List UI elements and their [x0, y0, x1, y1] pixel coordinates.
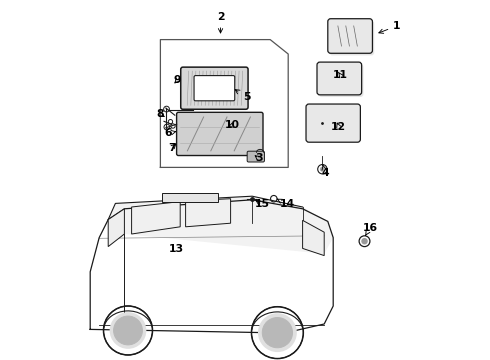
Polygon shape [186, 199, 231, 227]
Text: 12: 12 [331, 122, 346, 132]
Text: 14: 14 [277, 199, 295, 210]
Text: 15: 15 [255, 199, 270, 210]
Circle shape [114, 316, 143, 345]
FancyBboxPatch shape [330, 21, 374, 55]
FancyBboxPatch shape [319, 64, 364, 97]
Text: 1: 1 [379, 21, 401, 33]
FancyBboxPatch shape [247, 151, 265, 162]
Circle shape [110, 312, 147, 349]
Text: 3: 3 [255, 153, 263, 163]
Text: 9: 9 [174, 75, 181, 85]
Text: 2: 2 [217, 12, 224, 33]
Text: 8: 8 [157, 109, 164, 120]
Text: 5: 5 [235, 90, 250, 102]
Text: 10: 10 [225, 120, 240, 130]
FancyBboxPatch shape [194, 76, 235, 101]
Text: 16: 16 [363, 222, 378, 235]
Circle shape [262, 318, 293, 348]
Circle shape [320, 167, 325, 172]
FancyBboxPatch shape [317, 62, 362, 95]
FancyBboxPatch shape [328, 19, 372, 53]
Circle shape [258, 313, 297, 352]
Polygon shape [108, 209, 124, 247]
Polygon shape [303, 220, 324, 256]
Text: 11: 11 [333, 69, 347, 80]
FancyBboxPatch shape [181, 67, 248, 109]
Bar [162, 193, 218, 202]
Text: 6: 6 [165, 128, 176, 138]
FancyBboxPatch shape [176, 112, 263, 156]
FancyBboxPatch shape [306, 104, 360, 142]
Circle shape [361, 238, 368, 244]
Text: 7: 7 [169, 143, 176, 153]
Text: 4: 4 [321, 165, 329, 178]
Polygon shape [132, 202, 180, 234]
Polygon shape [108, 196, 333, 254]
Text: 13: 13 [169, 244, 183, 255]
